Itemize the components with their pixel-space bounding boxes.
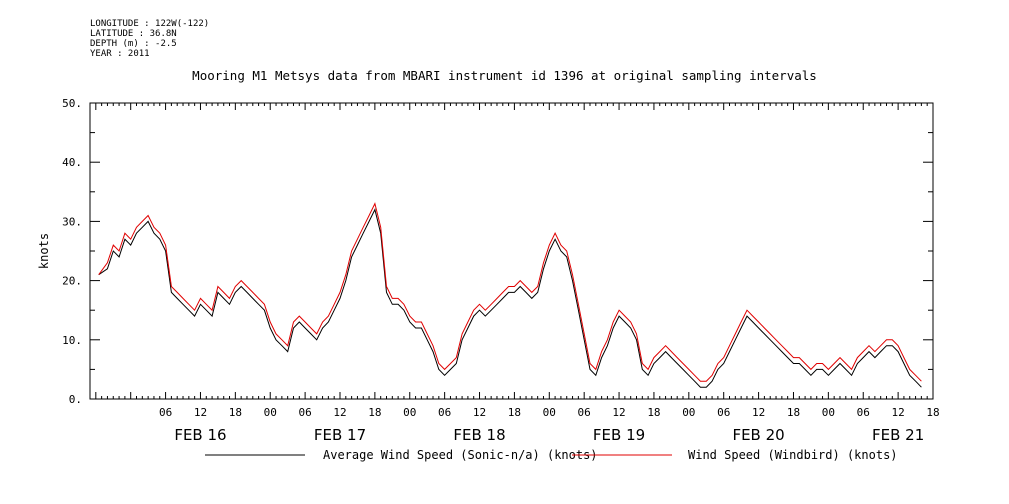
x-tick-label: 12 (891, 406, 904, 419)
y-tick-label: 50. (62, 97, 82, 110)
x-tick-label: 18 (368, 406, 381, 419)
date-label: FEB 16 (174, 426, 226, 444)
depth-label: DEPTH (m) : -2.5 (90, 39, 177, 49)
year-label: YEAR : 2011 (90, 49, 150, 59)
x-tick-label: 18 (508, 406, 521, 419)
metadata-block: LONGITUDE : 122W(-122) LATITUDE : 36.8N … (90, 19, 209, 59)
latitude-label: LATITUDE : 36.8N (90, 29, 177, 39)
x-tick-label: 00 (403, 406, 416, 419)
date-label: FEB 18 (453, 426, 505, 444)
x-tick-label: 18 (926, 406, 939, 419)
x-tick-label: 18 (647, 406, 660, 419)
x-tick-label: 06 (298, 406, 311, 419)
x-tick-label: 06 (717, 406, 730, 419)
x-tick-label: 12 (752, 406, 765, 419)
y-tick-label: 20. (62, 275, 82, 288)
date-label: FEB 21 (872, 426, 924, 444)
y-tick-label: 40. (62, 156, 82, 169)
x-tick-label: 12 (333, 406, 346, 419)
y-tick-label: 0. (69, 393, 82, 406)
date-label: FEB 20 (732, 426, 784, 444)
x-tick-label: 06 (857, 406, 870, 419)
legend-label-windbird: Wind Speed (Windbird) (knots) (688, 448, 898, 462)
chart-title: Mooring M1 Metsys data from MBARI instru… (192, 68, 817, 83)
x-tick-label: 00 (822, 406, 835, 419)
x-tick-label: 06 (159, 406, 172, 419)
x-tick-label: 00 (682, 406, 695, 419)
y-tick-label: 30. (62, 215, 82, 228)
date-label: FEB 19 (593, 426, 645, 444)
x-tick-label: 18 (787, 406, 800, 419)
x-tick-label: 18 (229, 406, 242, 419)
x-tick-label: 06 (578, 406, 591, 419)
x-tick-label: 12 (612, 406, 625, 419)
plot-frame (89, 102, 934, 400)
x-tick-label: 12 (473, 406, 486, 419)
x-tick-label: 06 (438, 406, 451, 419)
y-axis-label: knots (37, 233, 51, 269)
legend-label-avg: Average Wind Speed (Sonic-n/a) (knots) (323, 448, 598, 462)
x-tick-label: 00 (264, 406, 277, 419)
date-label: FEB 17 (314, 426, 366, 444)
longitude-label: LONGITUDE : 122W(-122) (90, 19, 210, 29)
x-tick-label: 00 (543, 406, 556, 419)
y-tick-label: 10. (62, 334, 82, 347)
series-windbird-line (98, 202, 922, 382)
series-avg-wind-line (98, 208, 922, 388)
x-tick-label: 12 (194, 406, 207, 419)
